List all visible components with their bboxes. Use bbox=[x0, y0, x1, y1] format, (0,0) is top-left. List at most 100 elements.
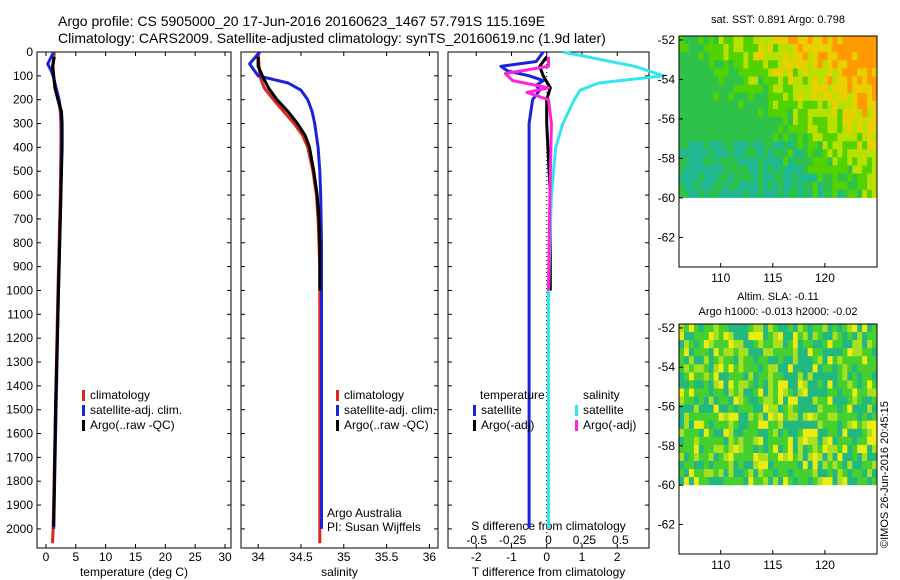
heatmap-cell bbox=[857, 116, 863, 126]
heatmap-cell bbox=[832, 340, 838, 349]
heatmap-cell bbox=[817, 44, 824, 53]
heatmap-cell bbox=[827, 84, 833, 94]
heatmap-cell bbox=[698, 181, 705, 191]
heatmap-cell bbox=[867, 181, 873, 191]
heatmap-cell bbox=[862, 436, 868, 446]
heatmap-cell bbox=[753, 116, 759, 126]
heatmap-cell bbox=[827, 436, 833, 446]
map-y-tick-label: -62 bbox=[658, 518, 676, 532]
heatmap-cell bbox=[857, 372, 863, 382]
heatmap-cells bbox=[679, 324, 878, 486]
heatmap-cell bbox=[847, 356, 853, 365]
map-y-tick-label: -54 bbox=[658, 360, 676, 374]
heatmap-cell bbox=[807, 324, 814, 333]
heatmap-cell bbox=[738, 181, 744, 191]
heatmap-cell bbox=[763, 100, 769, 110]
heatmap-cell bbox=[693, 364, 700, 373]
heatmap-cell bbox=[679, 477, 685, 486]
heatmap-cell bbox=[763, 108, 769, 118]
heatmap-cell bbox=[713, 141, 720, 150]
heatmap-cell bbox=[684, 44, 690, 53]
heatmap-cell bbox=[857, 60, 863, 69]
heatmap-cell bbox=[693, 52, 700, 61]
heatmap-cell bbox=[688, 380, 695, 390]
heatmap-cell bbox=[743, 453, 749, 462]
heatmap-cell bbox=[693, 92, 700, 102]
heatmap-cell bbox=[807, 453, 814, 462]
heatmap-cell bbox=[684, 324, 690, 333]
heatmap-cell bbox=[684, 181, 690, 191]
heatmap-cell bbox=[748, 404, 754, 414]
heatmap-cell bbox=[857, 428, 863, 438]
heatmap-cell bbox=[832, 372, 838, 382]
heatmap-cell bbox=[758, 149, 764, 158]
heatmap-cell bbox=[857, 165, 863, 175]
heatmap-cell bbox=[807, 149, 814, 158]
heatmap-cell bbox=[684, 157, 690, 167]
heatmap-cell bbox=[684, 436, 690, 446]
heatmap-cell bbox=[718, 149, 725, 158]
heatmap-cell bbox=[822, 108, 828, 118]
heatmap-cell bbox=[703, 372, 710, 382]
heatmap-cell bbox=[802, 44, 809, 53]
heatmap-cell bbox=[728, 428, 734, 438]
heatmap-cell bbox=[847, 100, 853, 110]
heatmap-cell bbox=[787, 181, 794, 191]
heatmap-cell bbox=[733, 453, 739, 462]
heatmap-cell bbox=[817, 324, 824, 333]
heatmap-cell bbox=[748, 388, 754, 398]
heatmap-cell bbox=[693, 324, 700, 333]
heatmap-cell bbox=[807, 52, 814, 61]
heatmap-cell bbox=[768, 52, 774, 61]
heatmap-cell bbox=[837, 173, 843, 183]
heatmap-cell bbox=[842, 420, 848, 430]
heatmap-cell bbox=[698, 108, 705, 118]
heatmap-cell bbox=[797, 68, 804, 78]
heatmap-cell bbox=[872, 412, 878, 422]
heatmap-cell bbox=[778, 356, 784, 365]
heatmap-cell bbox=[862, 141, 868, 150]
heatmap-cell bbox=[688, 141, 695, 150]
heatmap-cell bbox=[728, 116, 734, 126]
heatmap-cell bbox=[872, 173, 878, 183]
heatmap-cell bbox=[748, 372, 754, 382]
heatmap-cell bbox=[837, 364, 843, 373]
heatmap-cell bbox=[807, 36, 814, 45]
map-frame bbox=[678, 323, 878, 555]
heatmap-cell bbox=[718, 60, 725, 69]
heatmap-cell bbox=[792, 133, 799, 142]
heatmap-cell bbox=[688, 412, 695, 422]
heatmap-cell bbox=[773, 477, 779, 486]
heatmap-cell bbox=[802, 348, 809, 357]
heatmap-cell bbox=[713, 420, 720, 430]
heatmap-cell bbox=[832, 332, 838, 341]
heatmap-cell bbox=[723, 324, 729, 333]
map-subtitle: Argo h1000: -0.013 h2000: -0.02 bbox=[698, 306, 857, 318]
heatmap-cell bbox=[792, 356, 799, 365]
heatmap-cell bbox=[773, 332, 779, 341]
heatmap-cell bbox=[728, 469, 734, 478]
heatmap-cell bbox=[852, 60, 858, 69]
heatmap-cell bbox=[703, 181, 710, 191]
heatmap-cell bbox=[812, 181, 819, 191]
heatmap-cell bbox=[758, 364, 764, 373]
heatmap-cell bbox=[698, 332, 705, 341]
heatmap-cell bbox=[728, 388, 734, 398]
heatmap-cell bbox=[792, 444, 799, 454]
heatmap-cell bbox=[827, 356, 833, 365]
heatmap-cell bbox=[822, 60, 828, 69]
heatmap-cell bbox=[867, 364, 873, 373]
x-tick-label: 35 bbox=[337, 550, 351, 564]
heatmap-cell bbox=[787, 44, 794, 53]
heatmap-cell bbox=[807, 356, 814, 365]
heatmap-cell bbox=[718, 141, 725, 150]
heatmap-cell bbox=[708, 348, 715, 357]
heatmap-cell bbox=[832, 388, 838, 398]
heatmap-cell bbox=[832, 444, 838, 454]
heatmap-cell bbox=[679, 100, 685, 110]
heatmap-cell bbox=[753, 469, 759, 478]
panel-salinity: 34 34.5 35 35.5 36salinityclimatologysatelli… bbox=[240, 51, 439, 579]
heatmap-cell bbox=[733, 436, 739, 446]
heatmap-cell bbox=[827, 340, 833, 349]
heatmap-cell bbox=[852, 388, 858, 398]
